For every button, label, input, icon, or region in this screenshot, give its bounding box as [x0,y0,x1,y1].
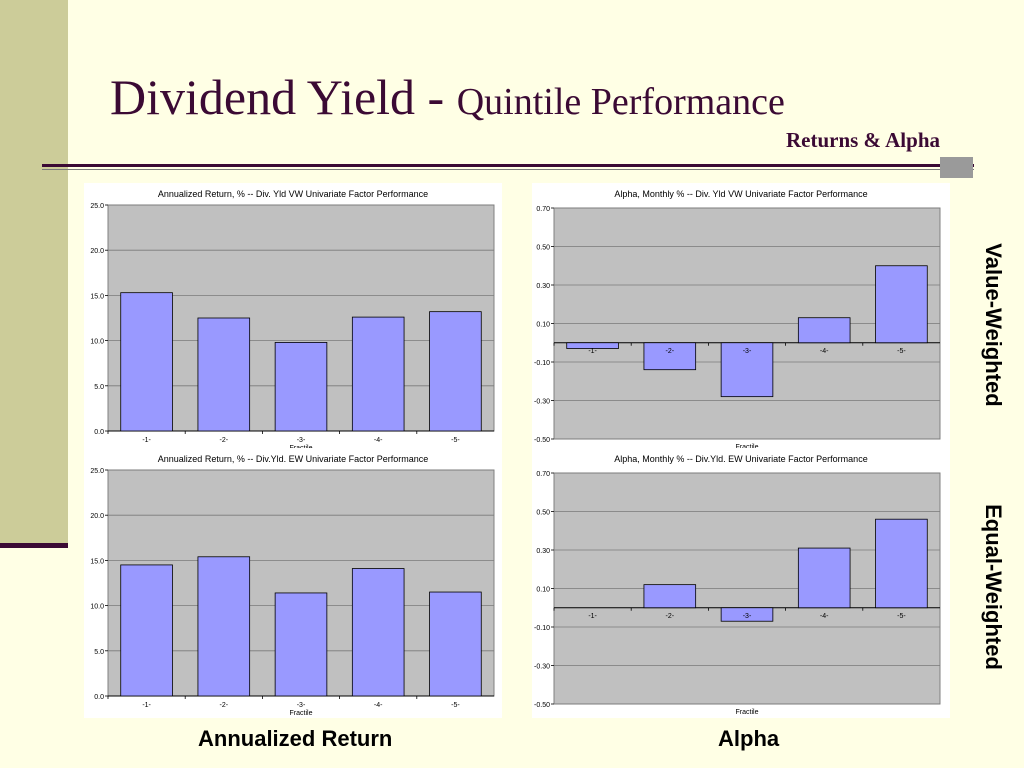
y-tick-label: 5.0 [94,649,104,656]
y-tick-label: 25.0 [90,468,104,475]
bar [351,316,405,432]
x-tick-label: -1- [142,437,151,444]
chart-vw-alpha: Alpha, Monthly % -- Div. Yld VW Univaria… [532,183,950,453]
x-tick-label: -1- [588,613,597,620]
y-tick-label: 25.0 [90,203,104,210]
side-accent-rule [0,543,68,548]
x-tick-label: -3- [743,348,752,355]
x-tick-label: -5- [897,613,906,620]
y-tick-label: 0.50 [536,245,550,252]
bar [797,547,851,609]
bar [643,342,697,371]
x-tick-label: -3- [743,613,752,620]
title-divider [42,164,974,167]
bar [274,342,328,432]
y-tick-label: -0.50 [534,702,550,709]
x-axis-title: Fractile [736,444,759,451]
chart-title: Alpha, Monthly % -- Div.Yld. EW Univaria… [614,454,867,464]
title-divider-thin [42,169,974,170]
slide-subtitle: Returns & Alpha [785,128,940,152]
title-divider-box [940,157,973,178]
x-tick-label: -4- [820,348,829,355]
y-tick-label: 15.0 [90,293,104,300]
x-tick-label: -2- [666,613,675,620]
y-tick-label: 0.50 [536,510,550,517]
bar [643,584,697,609]
x-tick-label: -4- [374,437,383,444]
x-tick-label: -2- [220,437,229,444]
y-tick-label: 0.30 [536,548,550,555]
slide-title-main: Dividend Yield - [110,69,457,125]
y-tick-label: 0.10 [536,322,550,329]
chart-vw-annualized-return: Annualized Return, % -- Div. Yld VW Univ… [84,183,502,453]
x-tick-label: -3- [297,702,306,709]
y-tick-label: 20.0 [90,248,104,255]
x-axis-title: Fractile [736,709,759,716]
x-tick-label: -5- [897,348,906,355]
bar [566,342,619,349]
x-tick-label: -1- [142,702,151,709]
chart-title: Annualized Return, % -- Div.Yld. EW Univ… [158,454,428,464]
y-tick-label: -0.30 [534,664,550,671]
chart-ew-alpha: Alpha, Monthly % -- Div.Yld. EW Univaria… [532,448,950,718]
bar [875,518,928,609]
chart-svg: Alpha, Monthly % -- Div. Yld VW Univaria… [534,189,941,451]
chart-title: Annualized Return, % -- Div. Yld VW Univ… [158,189,428,199]
side-accent-band [0,0,68,546]
bar [274,592,328,697]
x-tick-label: -3- [297,437,306,444]
x-tick-label: -1- [588,348,597,355]
y-tick-label: 0.70 [536,471,550,478]
bar [797,317,851,344]
bar [120,292,173,432]
bar [720,342,774,398]
bar [351,568,405,697]
chart-title: Alpha, Monthly % -- Div. Yld VW Univaria… [614,189,867,199]
y-tick-label: -0.30 [534,399,550,406]
x-tick-label: -2- [220,702,229,709]
y-tick-label: 20.0 [90,513,104,520]
y-tick-label: 10.0 [90,604,104,611]
bar [720,607,774,622]
y-tick-label: 0.30 [536,283,550,290]
y-tick-label: 0.0 [94,694,104,701]
y-tick-label: -0.10 [534,360,550,367]
chart-svg: Annualized Return, % -- Div. Yld VW Univ… [90,189,495,452]
y-tick-label: -0.50 [534,437,550,444]
x-tick-label: -5- [451,437,460,444]
x-axis-title: Fractile [290,710,313,717]
y-tick-label: 0.70 [536,206,550,213]
slide-title: Dividend Yield - Quintile Performance [110,68,970,126]
x-tick-label: -2- [666,348,675,355]
bar [429,591,482,697]
row-label-value-weighted: Value-Weighted [981,243,1006,407]
column-label-annualized-return: Annualized Return [198,726,393,751]
y-tick-label: 10.0 [90,339,104,346]
bar [875,265,928,344]
x-tick-label: -5- [451,702,460,709]
chart-ew-annualized-return: Annualized Return, % -- Div.Yld. EW Univ… [84,448,502,718]
x-tick-label: -4- [374,702,383,709]
bar [197,556,251,697]
y-tick-label: 0.10 [536,587,550,594]
x-tick-label: -4- [820,613,829,620]
bar [197,317,251,432]
bar [120,564,173,697]
y-tick-label: 5.0 [94,384,104,391]
column-label-alpha: Alpha [718,726,780,751]
chart-svg: Alpha, Monthly % -- Div.Yld. EW Univaria… [534,454,941,716]
bar [429,311,482,432]
chart-svg: Annualized Return, % -- Div.Yld. EW Univ… [90,454,495,717]
y-tick-label: 15.0 [90,558,104,565]
row-label-equal-weighted: Equal-Weighted [981,504,1006,670]
y-tick-label: -0.10 [534,625,550,632]
y-tick-label: 0.0 [94,429,104,436]
slide-title-sub: Quintile Performance [456,81,785,123]
